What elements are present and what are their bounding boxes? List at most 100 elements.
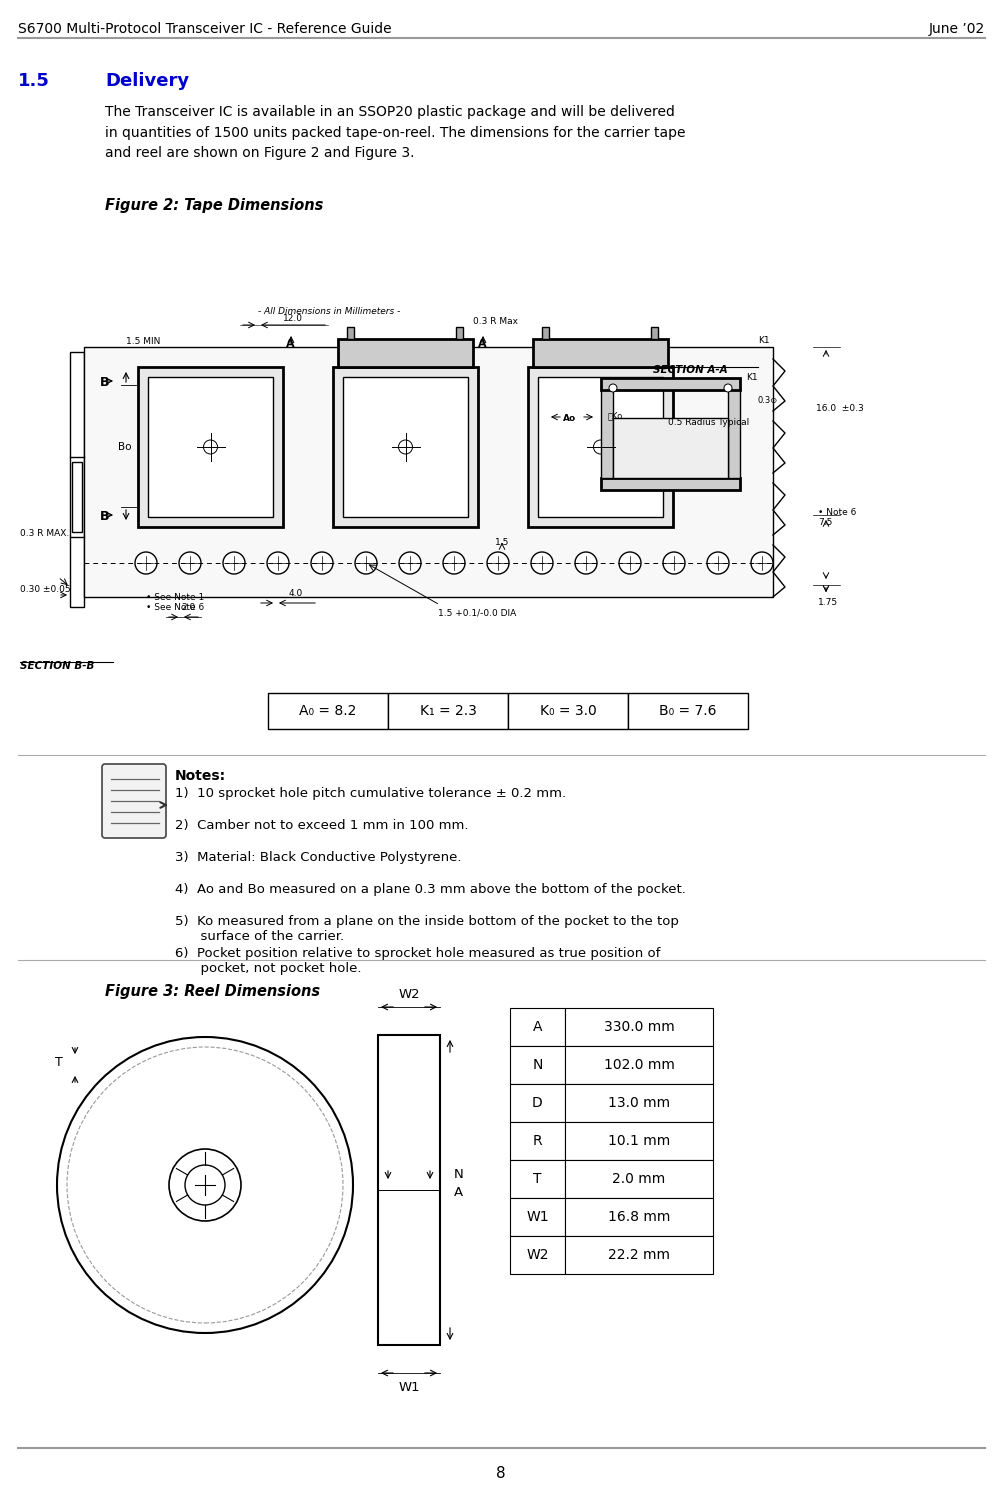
Text: A: A [454,1186,463,1199]
Text: June ’02: June ’02 [928,22,984,36]
Text: 0.3 R Max: 0.3 R Max [473,317,517,325]
Text: D: D [532,1097,542,1110]
Text: 0.30 ±0.05: 0.30 ±0.05 [20,584,70,593]
Circle shape [750,551,773,574]
Text: K1: K1 [745,373,757,382]
Bar [509,1198,564,1236]
Bar [456,327,463,339]
Text: B₀ = 7.6: B₀ = 7.6 [658,704,716,718]
Circle shape [618,551,640,574]
Bar [532,339,667,367]
Bar [509,1046,564,1083]
Text: 3)  Material: Black Conductive Polystyrene.: 3) Material: Black Conductive Polystyren… [174,851,461,863]
Bar [600,377,739,389]
Circle shape [706,551,728,574]
Text: 7.5: 7.5 [818,519,832,528]
Text: 16.8 mm: 16.8 mm [607,1210,669,1224]
Bar [333,367,478,528]
Text: SECTION B-B: SECTION B-B [20,661,94,672]
Bar [564,1046,712,1083]
Text: N: N [454,1168,463,1181]
Text: 0.3 R MAX.: 0.3 R MAX. [20,529,69,538]
Bar [509,1122,564,1161]
Text: 2.0: 2.0 [180,603,195,612]
Circle shape [399,551,421,574]
Text: 0.5 Radius Typical: 0.5 Radius Typical [667,418,748,426]
Circle shape [574,551,596,574]
Text: 4)  Ao and Bo measured on a plane 0.3 mm above the bottom of the pocket.: 4) Ao and Bo measured on a plane 0.3 mm … [174,883,685,896]
Text: • See Note 6: • See Note 6 [146,603,204,612]
Circle shape [593,440,607,455]
Text: 2.0 mm: 2.0 mm [612,1172,665,1186]
Text: W1: W1 [398,1380,420,1394]
Text: 22.2 mm: 22.2 mm [607,1248,669,1262]
Circle shape [608,383,616,392]
Text: T: T [533,1172,541,1186]
Text: 8: 8 [496,1467,505,1482]
Bar [268,692,388,730]
Bar [343,377,468,517]
Text: Delivery: Delivery [105,71,189,91]
Circle shape [222,551,244,574]
Bar [527,367,672,528]
Text: 0.3⊙: 0.3⊙ [758,395,778,406]
Text: 12.0: 12.0 [283,314,303,322]
Bar [612,418,727,478]
Text: S6700 Multi-Protocol Transceiver IC - Reference Guide: S6700 Multi-Protocol Transceiver IC - Re… [18,22,391,36]
Circle shape [443,551,465,574]
Text: K1: K1 [758,336,769,345]
Text: • See Note 1: • See Note 1 [146,593,204,602]
Text: Ao: Ao [562,415,575,424]
FancyBboxPatch shape [102,764,166,838]
Circle shape [178,551,200,574]
Circle shape [57,1037,353,1333]
Text: 5)  Ko measured from a plane on the inside bottom of the pocket to the top
     : 5) Ko measured from a plane on the insid… [174,915,678,944]
Bar [70,352,84,606]
Bar [564,1008,712,1046]
Bar [564,1236,712,1274]
Text: • Note 6: • Note 6 [818,508,856,517]
Circle shape [398,440,412,455]
Circle shape [723,383,731,392]
Text: Figure 3: Reel Dimensions: Figure 3: Reel Dimensions [105,984,320,999]
Bar [541,327,548,339]
Text: A: A [478,339,486,349]
Text: A: A [532,1019,542,1034]
Bar [338,339,473,367]
Text: 1.5: 1.5 [494,538,509,547]
Bar [564,1161,712,1198]
Bar [509,1161,564,1198]
Bar [509,1236,564,1274]
Text: 2)  Camber not to exceed 1 mm in 100 mm.: 2) Camber not to exceed 1 mm in 100 mm. [174,819,468,832]
Text: - All Dimensions in Millimeters -: - All Dimensions in Millimeters - [258,308,400,317]
Bar [148,377,273,517]
Bar [627,692,747,730]
Text: 4.0: 4.0 [289,588,303,597]
Text: 102.0 mm: 102.0 mm [603,1058,673,1071]
Bar [84,348,773,597]
Bar [509,1083,564,1122]
Bar [509,1008,564,1046]
Text: 10.1 mm: 10.1 mm [607,1134,669,1149]
Text: 6)  Pocket position relative to sprocket hole measured as true position of
     : 6) Pocket position relative to sprocket … [174,947,659,975]
Text: B: B [100,511,109,523]
Circle shape [311,551,333,574]
Text: ⓁKo: ⓁKo [607,412,622,421]
Bar [72,462,82,532]
Circle shape [487,551,508,574]
Bar [650,327,657,339]
Text: B: B [100,376,109,389]
Bar [564,1083,712,1122]
Bar [600,478,739,490]
Text: 16.0  ±0.3: 16.0 ±0.3 [816,404,863,413]
Circle shape [203,440,217,455]
Bar [347,327,354,339]
Circle shape [530,551,552,574]
Text: 1.5: 1.5 [18,71,50,91]
Text: 330.0 mm: 330.0 mm [603,1019,673,1034]
Circle shape [184,1165,224,1205]
Text: 13.0 mm: 13.0 mm [607,1097,669,1110]
Circle shape [662,551,684,574]
Text: R: R [532,1134,542,1149]
Bar [138,367,283,528]
